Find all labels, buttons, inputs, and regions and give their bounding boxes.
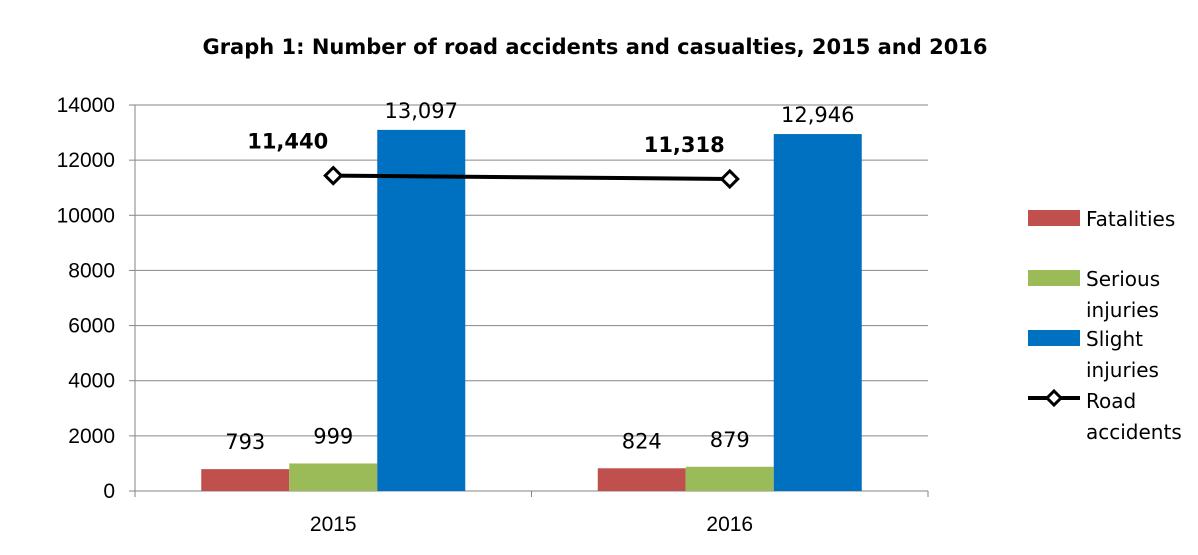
legend-label: Serious <box>1086 267 1160 291</box>
y-tick-label: 0 <box>103 480 115 503</box>
x-tick-label: 2016 <box>706 513 753 536</box>
legend-swatch <box>1028 210 1080 226</box>
data-label: 879 <box>710 428 750 452</box>
bar-series: 793 999 13,097 824 879 12,946 <box>201 99 862 491</box>
data-label: 13,097 <box>385 99 458 123</box>
data-label: 793 <box>225 430 265 454</box>
x-axis: 2015 2016 <box>134 490 929 536</box>
legend-label: injuries <box>1086 298 1159 322</box>
line-data-label: 11,318 <box>644 133 725 157</box>
bar <box>289 463 378 491</box>
data-label: 12,946 <box>781 103 854 127</box>
y-tick-label: 10000 <box>57 204 115 227</box>
y-tick-label: 8000 <box>68 259 115 282</box>
x-tick-label: 2015 <box>310 513 357 536</box>
bar <box>773 134 862 491</box>
legend-label: Fatalities <box>1086 207 1175 231</box>
line-point-marker <box>719 168 740 190</box>
legend-label: Road <box>1086 389 1136 413</box>
line-point-marker <box>323 165 344 186</box>
bar <box>377 129 466 491</box>
y-axis: 0 2000 4000 6000 8000 10000 12000 14000 <box>57 94 136 503</box>
line-series: 11,440 11,318 <box>247 130 740 190</box>
series-line <box>333 173 730 181</box>
y-tick-label: 12000 <box>57 149 115 172</box>
legend-label: injuries <box>1086 358 1159 382</box>
legend-swatch-marker <box>1044 388 1064 408</box>
legend-label: Slight <box>1086 327 1143 351</box>
y-tick-label: 14000 <box>57 94 115 117</box>
legend-swatch <box>1028 270 1080 286</box>
y-tick-label: 2000 <box>68 425 115 448</box>
legend-swatch <box>1028 330 1080 346</box>
bar <box>685 466 774 491</box>
data-label: 824 <box>622 429 662 453</box>
chart-title: Graph 1: Number of road accidents and ca… <box>202 35 987 59</box>
bar <box>597 468 686 491</box>
line-data-label: 11,440 <box>247 130 328 154</box>
data-label: 999 <box>313 424 353 448</box>
y-tick-label: 6000 <box>68 315 115 338</box>
legend-label: accidents <box>1086 420 1182 444</box>
grid-lines <box>135 104 928 437</box>
bar <box>201 469 290 491</box>
legend: Fatalities Serious injuries Slight injuries R… <box>1028 207 1182 444</box>
y-tick-label: 4000 <box>68 370 115 393</box>
